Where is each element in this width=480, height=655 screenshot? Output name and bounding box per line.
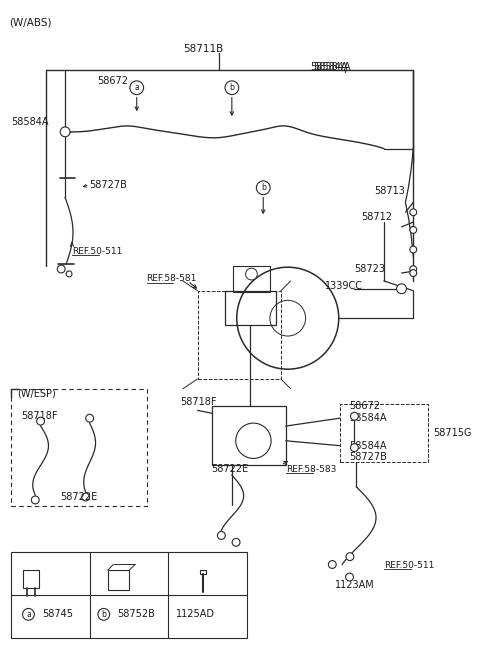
Text: 58712: 58712 (361, 212, 392, 222)
Text: 58745: 58745 (43, 609, 73, 620)
Circle shape (350, 413, 359, 420)
Circle shape (217, 531, 225, 539)
Circle shape (232, 538, 240, 546)
Circle shape (346, 553, 354, 561)
Text: REF.50-511: REF.50-511 (384, 561, 434, 570)
Text: 58584A: 58584A (349, 441, 387, 451)
Text: 58715G: 58715G (433, 428, 471, 438)
Circle shape (346, 573, 353, 581)
Circle shape (66, 271, 72, 277)
Bar (198, 291, 281, 379)
Bar (201, 571, 206, 574)
Bar (225, 291, 276, 325)
Circle shape (225, 81, 239, 94)
Circle shape (36, 417, 45, 425)
Text: 58722E: 58722E (60, 492, 97, 502)
Text: 58752B: 58752B (117, 609, 155, 620)
Circle shape (410, 227, 417, 233)
Text: 58672: 58672 (349, 402, 381, 411)
Text: 58727B: 58727B (349, 453, 387, 462)
Circle shape (60, 127, 70, 137)
Circle shape (31, 496, 39, 504)
Text: 58718F: 58718F (21, 411, 58, 421)
Text: 58711B: 58711B (183, 45, 223, 54)
Circle shape (410, 266, 417, 272)
Circle shape (256, 181, 270, 195)
Text: 1339CC: 1339CC (325, 281, 363, 291)
Bar (340, 403, 428, 462)
Circle shape (328, 561, 336, 569)
Circle shape (86, 415, 94, 422)
Circle shape (246, 268, 257, 280)
Circle shape (23, 608, 35, 620)
Circle shape (130, 81, 144, 94)
Text: 58727B: 58727B (90, 180, 128, 190)
Text: (W/ABS): (W/ABS) (9, 17, 52, 27)
Text: REF.50-511: REF.50-511 (72, 247, 122, 256)
Text: REF.58-583: REF.58-583 (286, 464, 336, 474)
Text: 58584A: 58584A (11, 117, 48, 127)
Bar (11, 389, 146, 506)
Text: 58584A: 58584A (310, 62, 348, 72)
Text: 58718F: 58718F (180, 396, 216, 407)
Text: b: b (101, 610, 106, 619)
Text: 1125AD: 1125AD (176, 609, 215, 620)
Bar (23, 571, 39, 588)
Bar (11, 552, 247, 638)
Text: 58672: 58672 (97, 76, 129, 86)
Text: a: a (26, 610, 31, 619)
Text: 58584A: 58584A (349, 413, 387, 423)
Bar (212, 407, 286, 465)
Text: 58723: 58723 (354, 264, 385, 274)
Text: (W/ESP): (W/ESP) (17, 388, 56, 399)
Circle shape (57, 265, 65, 273)
Text: 58722E: 58722E (211, 464, 249, 474)
Circle shape (410, 209, 417, 215)
Text: b: b (261, 183, 265, 193)
Circle shape (82, 493, 90, 501)
Circle shape (396, 284, 407, 293)
Text: 58713: 58713 (374, 186, 405, 196)
Bar (233, 266, 270, 291)
Circle shape (98, 608, 109, 620)
Circle shape (350, 443, 359, 451)
Circle shape (410, 246, 417, 253)
Text: b: b (229, 83, 234, 92)
Bar (108, 571, 129, 590)
Text: REF.58-581: REF.58-581 (146, 274, 197, 284)
Text: 58584A: 58584A (313, 62, 351, 72)
Text: 1123AM: 1123AM (335, 580, 374, 590)
Text: a: a (134, 83, 139, 92)
Circle shape (410, 270, 417, 276)
